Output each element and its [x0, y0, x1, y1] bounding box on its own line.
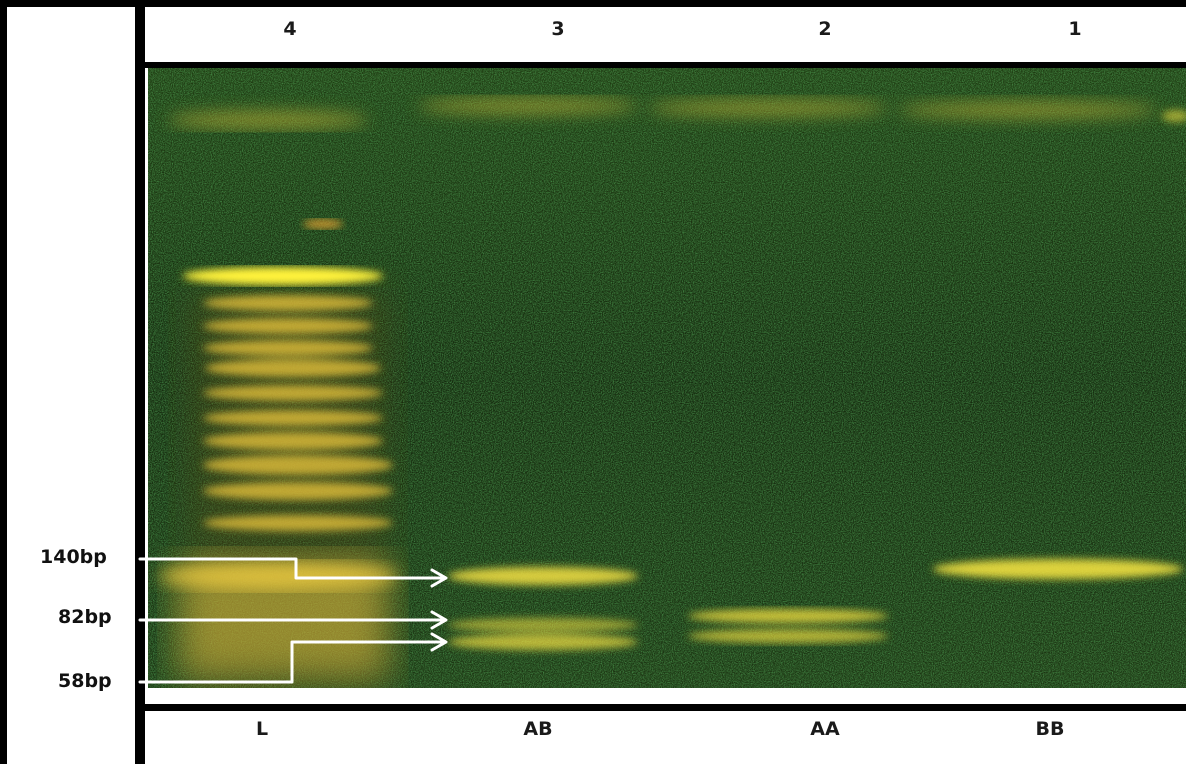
lane-number-3: 3: [551, 18, 565, 40]
genotype-label-bb: BB: [1035, 718, 1065, 740]
lane-aa-bands: [688, 609, 888, 643]
marker-label-82bp: 82bp: [58, 606, 112, 628]
gel-image: [148, 68, 1186, 688]
marker-label-140bp: 140bp: [40, 546, 107, 568]
ladder-lane: [158, 219, 398, 688]
lane-number-1: 1: [1068, 18, 1082, 40]
lane-ab-bands: [448, 567, 638, 650]
left-border: [0, 0, 7, 764]
lane-number-2: 2: [818, 18, 832, 40]
genotype-label-aa: AA: [810, 718, 840, 740]
divider-vertical: [135, 7, 145, 764]
well-bands: [168, 98, 1158, 129]
footer-divider: [145, 704, 1186, 711]
lane-number-4: 4: [283, 18, 297, 40]
top-border: [0, 0, 1186, 7]
genotype-label-ab: AB: [523, 718, 553, 740]
header-divider: [145, 62, 1186, 68]
lane-bb-bands: [933, 110, 1186, 579]
marker-label-58bp: 58bp: [58, 670, 112, 692]
genotype-label-l: L: [255, 718, 269, 740]
